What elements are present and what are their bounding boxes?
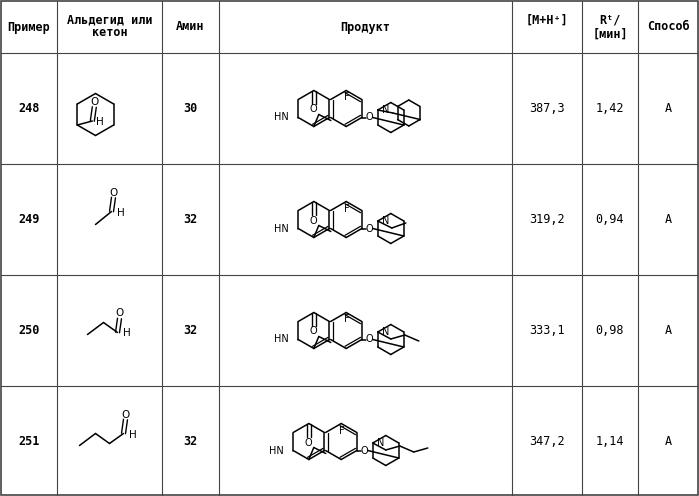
Text: 251: 251	[18, 435, 40, 448]
Text: Продукт: Продукт	[340, 20, 391, 34]
Text: 249: 249	[18, 213, 40, 226]
Text: 0,94: 0,94	[596, 213, 624, 226]
Text: A: A	[665, 435, 672, 448]
Text: Способ: Способ	[647, 20, 690, 34]
Text: HN: HN	[275, 113, 289, 123]
Text: O: O	[310, 215, 317, 226]
Text: HN: HN	[275, 334, 289, 345]
Text: 32: 32	[183, 213, 198, 226]
Text: O: O	[305, 437, 312, 447]
Text: 250: 250	[18, 324, 40, 337]
Text: O: O	[115, 309, 124, 318]
Text: F: F	[340, 426, 345, 435]
Text: [M+H⁺]: [M+H⁺]	[526, 13, 568, 26]
Text: H: H	[96, 117, 104, 127]
Text: N: N	[377, 438, 384, 448]
Text: O: O	[90, 97, 99, 107]
Text: O: O	[366, 224, 373, 234]
Text: Альдегид или: Альдегид или	[66, 13, 152, 26]
Text: Rᵗ/: Rᵗ/	[599, 13, 621, 26]
Text: [мин]: [мин]	[592, 27, 628, 41]
Text: Амин: Амин	[176, 20, 205, 34]
Text: F: F	[345, 203, 350, 213]
Text: O: O	[122, 410, 129, 420]
Text: O: O	[310, 105, 317, 115]
Text: O: O	[366, 334, 373, 345]
Text: O: O	[109, 187, 117, 197]
Text: A: A	[665, 213, 672, 226]
Text: H: H	[129, 430, 136, 439]
Text: A: A	[665, 324, 672, 337]
Text: 333,1: 333,1	[529, 324, 565, 337]
Text: 1,14: 1,14	[596, 435, 624, 448]
Text: H: H	[117, 207, 124, 218]
Text: 1,42: 1,42	[596, 102, 624, 115]
Text: H: H	[122, 328, 131, 338]
Text: Пример: Пример	[8, 20, 50, 34]
Text: 0,98: 0,98	[596, 324, 624, 337]
Text: A: A	[665, 102, 672, 115]
Text: O: O	[366, 113, 373, 123]
Text: 347,2: 347,2	[529, 435, 565, 448]
Text: N: N	[382, 327, 389, 337]
Text: O: O	[310, 326, 317, 336]
Text: 32: 32	[183, 324, 198, 337]
Text: N: N	[382, 105, 389, 115]
Text: F: F	[345, 92, 350, 103]
Text: 387,3: 387,3	[529, 102, 565, 115]
Text: кетон: кетон	[92, 26, 127, 40]
Text: 248: 248	[18, 102, 40, 115]
Text: 32: 32	[183, 435, 198, 448]
Text: O: O	[361, 445, 368, 455]
Text: 319,2: 319,2	[529, 213, 565, 226]
Text: HN: HN	[275, 224, 289, 234]
Text: N: N	[382, 216, 389, 226]
Text: 30: 30	[183, 102, 198, 115]
Text: F: F	[345, 314, 350, 324]
Text: HN: HN	[269, 445, 284, 455]
